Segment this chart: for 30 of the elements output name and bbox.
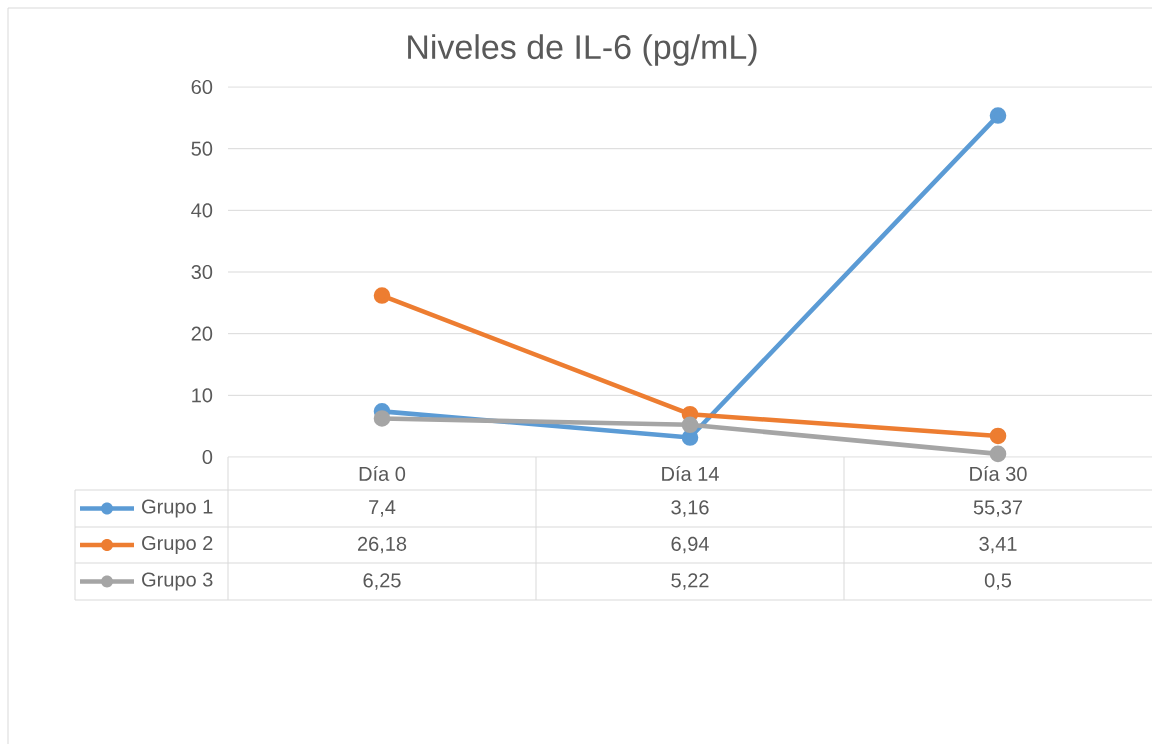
- point: [681, 429, 699, 446]
- data-label: 6,25: [363, 573, 401, 590]
- point: [681, 416, 699, 434]
- legend-label: Grupo 2: [142, 535, 213, 555]
- y-tick-label: 50: [191, 141, 213, 156]
- point: [989, 445, 1007, 463]
- data-label: 26,18: [357, 536, 407, 554]
- data-label: 3,41: [979, 536, 1017, 554]
- x-tick-label: Día 30: [970, 466, 1027, 481]
- chart-title: Niveles de IL-6 (pg/mL): [408, 34, 757, 66]
- y-tick-label: 10: [192, 388, 213, 403]
- point: [989, 427, 1007, 445]
- point: [373, 410, 391, 427]
- data-label: 6,94: [671, 536, 709, 554]
- y-tick-label: 20: [191, 326, 213, 341]
- point: [373, 287, 391, 304]
- legend-label: Grupo 3: [142, 572, 213, 591]
- x-tick-label: Día 0: [359, 466, 406, 481]
- y-tick-label: 30: [191, 264, 213, 280]
- data-label: 55,37: [973, 500, 1023, 517]
- y-tick-label: 60: [191, 79, 213, 95]
- y-tick-label: 40: [191, 203, 213, 218]
- point: [989, 107, 1007, 124]
- data-label: 5,22: [671, 573, 709, 590]
- data-label: 7,4: [369, 500, 396, 517]
- y-tick-label: 0: [202, 449, 213, 465]
- x-tick-label: Día 14: [662, 466, 719, 481]
- data-label: 3,16: [671, 500, 709, 517]
- legend-label: Grupo 1: [142, 499, 213, 518]
- data-label: 0,5: [984, 573, 1012, 590]
